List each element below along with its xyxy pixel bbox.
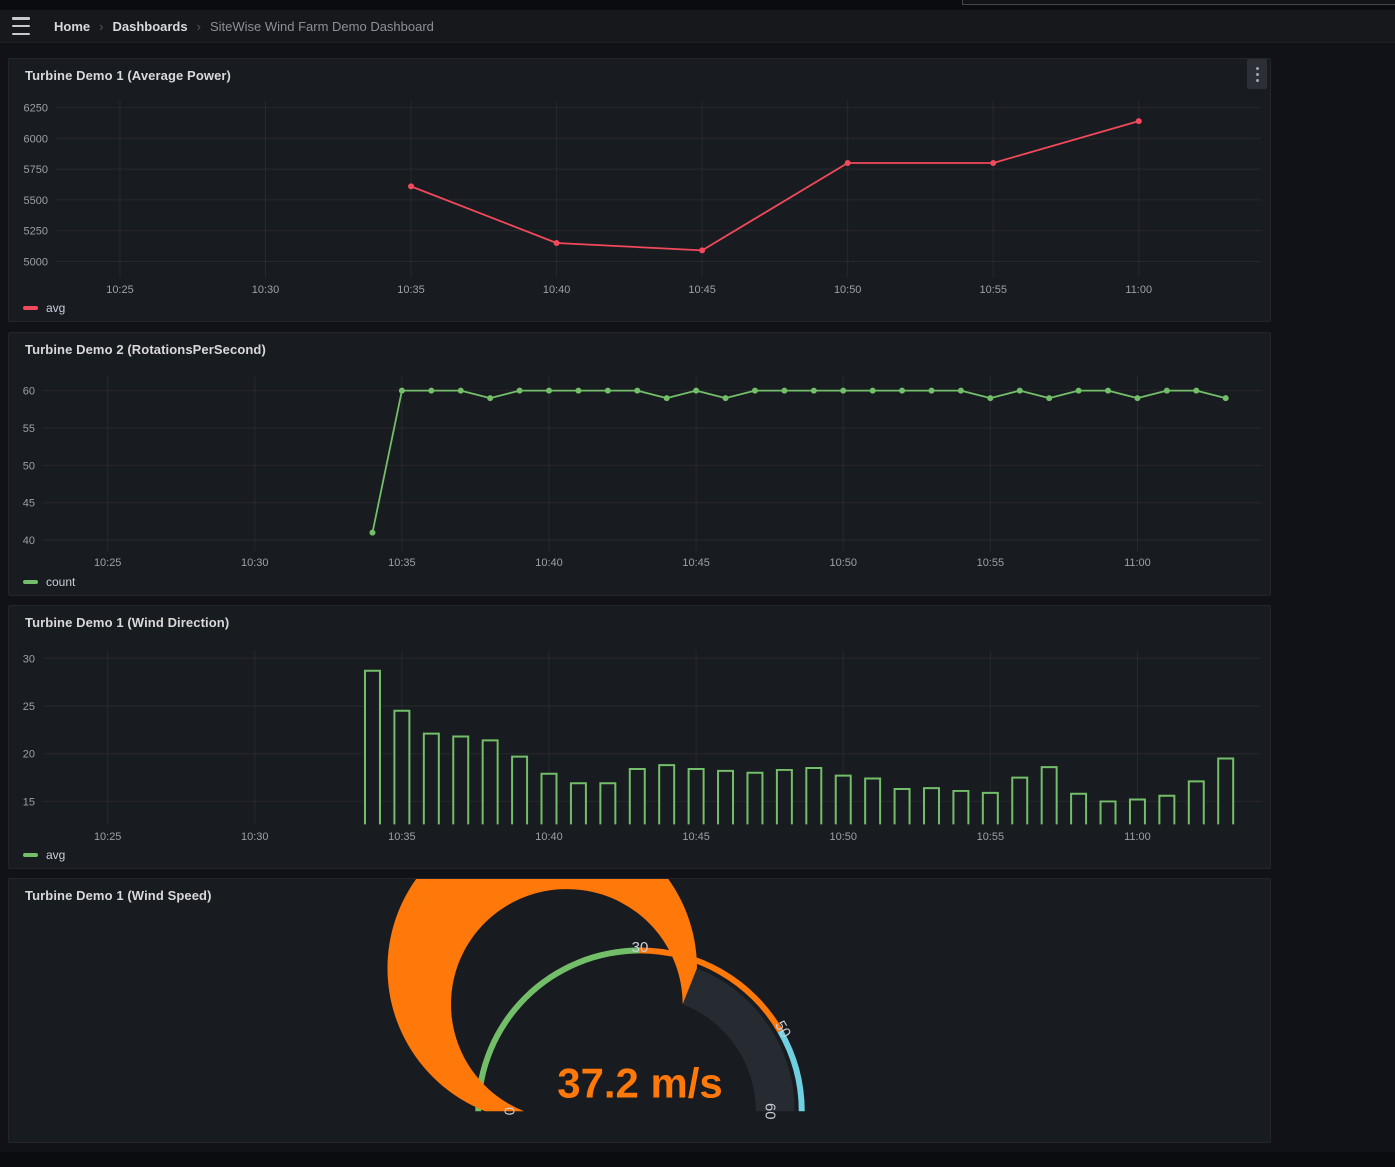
legend-item-avg[interactable]: avg [23, 301, 65, 315]
svg-text:5500: 5500 [24, 195, 48, 207]
hamburger-bar [12, 32, 30, 35]
panel-rotations-per-second: 40 45 50 55 60 10:25 10:30 10:35 10:40 10:45 10:50… [8, 332, 1271, 596]
legend-swatch [23, 580, 38, 584]
svg-text:11:00: 11:00 [1124, 831, 1151, 843]
svg-text:5750: 5750 [24, 164, 48, 176]
kebab-icon [1255, 78, 1259, 82]
svg-text:10:55: 10:55 [977, 831, 1004, 843]
kebab-icon [1255, 66, 1259, 70]
svg-text:10:50: 10:50 [829, 557, 856, 569]
gauge-track-arc [682, 968, 795, 1112]
svg-text:10:45: 10:45 [682, 557, 709, 569]
series[interactable] [408, 118, 1142, 254]
svg-text:10:25: 10:25 [106, 284, 133, 296]
wind-speed-gauge[interactable]: 0 30 50 60 37.2 m/s [9, 879, 1270, 1142]
svg-text:10:35: 10:35 [388, 831, 415, 843]
gridlines [55, 100, 1262, 278]
panel-wind-direction: 15 20 25 30 10:25 10:30 10:35 10:40 10:45 10:50 10… [8, 605, 1271, 869]
svg-text:55: 55 [23, 423, 35, 435]
panel-title: Turbine Demo 1 (Average Power) [25, 68, 231, 83]
axis-tick-labels: 5000 5250 5500 5750 6000 6250 10:25 10:30 10:35 1… [24, 103, 1153, 297]
breadcrumb-home[interactable]: Home [54, 18, 91, 34]
breadcrumb-chevron-icon: › [196, 18, 201, 34]
svg-text:30: 30 [632, 939, 649, 956]
legend-label[interactable]: avg [46, 848, 66, 862]
menu-toggle-icon[interactable] [12, 15, 38, 37]
axis-tick-labels: 15 20 25 30 10:25 10:30 10:35 10:40 10:45 10:50 10… [23, 653, 1151, 843]
breadcrumb-chevron-icon: › [99, 18, 104, 34]
bottom-strip [0, 1152, 1395, 1167]
svg-text:10:45: 10:45 [682, 831, 709, 843]
svg-text:10:55: 10:55 [979, 284, 1006, 296]
gauge-value-text: 37.2 m/s [557, 1059, 722, 1106]
svg-text:10:30: 10:30 [241, 557, 268, 569]
rotations-line-chart[interactable]: 40 45 50 55 60 10:25 10:30 10:35 10:40 10:45 10:50… [9, 333, 1270, 595]
hamburger-bar [12, 17, 30, 20]
svg-text:10:45: 10:45 [688, 284, 715, 296]
svg-text:6000: 6000 [24, 133, 48, 145]
svg-text:50: 50 [771, 1018, 794, 1041]
kebab-icon [1255, 72, 1259, 76]
breadcrumb: Home › Dashboards › SiteWise Wind Farm D… [54, 19, 434, 34]
panel-wind-speed: 0 30 50 60 37.2 m/s Turbine Demo 1 (Wind Spe… [8, 878, 1271, 1143]
svg-text:10:25: 10:25 [94, 831, 121, 843]
svg-text:10:30: 10:30 [252, 284, 279, 296]
svg-text:45: 45 [23, 498, 35, 510]
series[interactable] [369, 387, 1229, 536]
series[interactable] [363, 669, 1235, 825]
legend-label[interactable]: count [46, 575, 76, 589]
axis-tick-labels: 40 45 50 55 60 10:25 10:30 10:35 10:40 10:45 10:50… [23, 386, 1151, 570]
svg-text:60: 60 [761, 1103, 778, 1120]
svg-text:5250: 5250 [24, 226, 48, 238]
svg-text:10:50: 10:50 [829, 831, 856, 843]
breadcrumb-current-dashboard: SiteWise Wind Farm Demo Dashboard [209, 18, 434, 34]
legend-item-count[interactable]: count [23, 575, 75, 589]
svg-text:25: 25 [23, 701, 35, 713]
legend-label[interactable]: avg [46, 301, 66, 315]
panel-title: Turbine Demo 1 (Wind Speed) [25, 888, 212, 903]
svg-text:40: 40 [23, 535, 35, 547]
gridlines [42, 375, 1262, 552]
gauge-value-arc [387, 879, 697, 1112]
svg-text:10:50: 10:50 [834, 284, 861, 296]
svg-text:6250: 6250 [24, 103, 48, 115]
svg-text:30: 30 [23, 653, 35, 665]
svg-text:10:40: 10:40 [535, 557, 562, 569]
svg-text:60: 60 [23, 386, 35, 398]
svg-text:10:25: 10:25 [94, 557, 121, 569]
svg-text:10:40: 10:40 [543, 284, 570, 296]
panel-menu-button[interactable] [1247, 59, 1267, 89]
svg-text:10:35: 10:35 [397, 284, 424, 296]
svg-text:15: 15 [23, 796, 35, 808]
svg-text:10:35: 10:35 [388, 557, 415, 569]
svg-text:5000: 5000 [24, 256, 48, 268]
top-strip [0, 0, 1395, 10]
svg-text:10:30: 10:30 [241, 831, 268, 843]
average-power-line-chart[interactable]: 5000 5250 5500 5750 6000 6250 10:25 10:30 10:35 1… [9, 59, 1270, 321]
panel-title: Turbine Demo 1 (Wind Direction) [25, 615, 230, 630]
svg-text:11:00: 11:00 [1125, 284, 1152, 296]
hamburger-bar [12, 24, 30, 28]
panel-average-power: 5000 5250 5500 5750 6000 6250 10:25 10:30 10:35 1… [8, 58, 1271, 322]
svg-text:10:55: 10:55 [977, 557, 1004, 569]
svg-text:11:00: 11:00 [1124, 557, 1151, 569]
svg-text:20: 20 [23, 749, 35, 761]
cutoff-dialog-edge [962, 0, 1395, 5]
legend-swatch [23, 306, 38, 310]
svg-text:0: 0 [502, 1107, 519, 1115]
legend-item-avg[interactable]: avg [23, 848, 65, 862]
svg-text:50: 50 [23, 460, 35, 472]
panel-title: Turbine Demo 2 (RotationsPerSecond) [25, 342, 266, 357]
wind-direction-bar-chart[interactable]: 15 20 25 30 10:25 10:30 10:35 10:40 10:45 10:50 10… [9, 606, 1270, 868]
gauge-threshold-ring [475, 947, 805, 1112]
legend-swatch [23, 853, 38, 857]
breadcrumb-dashboards[interactable]: Dashboards [112, 18, 188, 34]
breadcrumb-bar: Home › Dashboards › SiteWise Wind Farm D… [0, 10, 1395, 43]
svg-text:10:40: 10:40 [535, 831, 562, 843]
gauge-scale-labels: 0 30 50 60 [502, 939, 795, 1120]
